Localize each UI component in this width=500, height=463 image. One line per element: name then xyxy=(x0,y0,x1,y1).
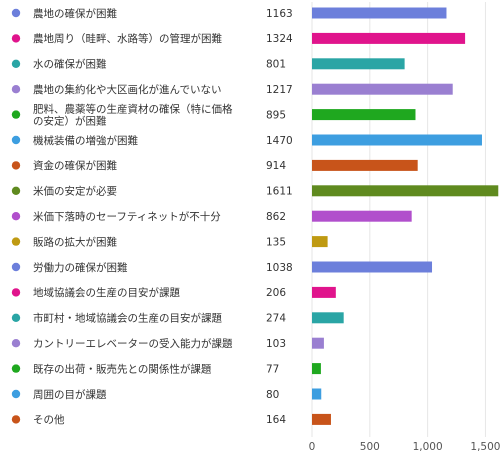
legend-marker xyxy=(11,288,21,297)
bar xyxy=(312,210,412,222)
category-label: カントリーエレベーターの受入能力が課題 xyxy=(33,337,233,350)
bar xyxy=(312,413,331,425)
legend-marker xyxy=(11,237,21,246)
chart-row: 周囲の目が課題 80 xyxy=(11,388,322,401)
value-label: 164 xyxy=(266,414,286,426)
x-tick-label: 500 xyxy=(360,441,380,453)
legend-marker xyxy=(11,186,21,195)
category-label: 労働力の確保が困難 xyxy=(33,261,128,274)
category-label: 資金の確保が困難 xyxy=(33,159,117,172)
value-label: 801 xyxy=(266,59,286,71)
legend-marker xyxy=(11,59,21,68)
category-label: 市町村・地域協議会の生産の目安が課題 xyxy=(33,312,222,325)
value-label: 895 xyxy=(266,109,286,121)
bar xyxy=(312,134,482,146)
bar xyxy=(312,312,344,324)
legend-marker xyxy=(11,8,21,18)
legend-marker xyxy=(11,364,21,373)
legend-marker xyxy=(11,212,21,221)
value-label: 274 xyxy=(266,313,286,325)
bar xyxy=(312,7,447,19)
legend-marker xyxy=(11,110,21,119)
rows-layer: 農地の確保が困難 1163 農地周り（畦畔、水路等）の管理が困難 1324 水の確保が困… xyxy=(11,7,499,426)
category-label: 機械装備の増強が困難 xyxy=(33,134,138,147)
value-label: 135 xyxy=(266,236,286,248)
value-label: 77 xyxy=(266,363,279,375)
category-label: 販路の拡大が困難 xyxy=(33,235,117,248)
bar xyxy=(312,261,433,273)
bar xyxy=(312,286,336,298)
chart-row: 農地周り（畦畔、水路等）の管理が困難 1324 xyxy=(11,32,466,45)
category-label: 農地の確保が困難 xyxy=(33,7,117,20)
value-label: 914 xyxy=(266,160,286,172)
legend-marker xyxy=(11,389,21,399)
bar xyxy=(312,236,328,248)
chart-row: 資金の確保が困難 914 xyxy=(11,159,418,172)
category-label: その他 xyxy=(33,413,65,426)
legend-marker xyxy=(11,339,21,348)
category-label: 肥料、農薬等の生産資材の確保（特に価格 xyxy=(33,102,233,115)
category-label: 地域協議会の生産の目安が課題 xyxy=(33,286,180,299)
chart-row: 農地の集約化や大区画化が進んでいない 1217 xyxy=(11,83,453,96)
category-label: 米価下落時のセーフティネットが不十分 xyxy=(33,210,221,223)
value-label: 1470 xyxy=(266,135,293,147)
bar xyxy=(312,363,321,375)
chart-row: カントリーエレベーターの受入能力が課題 103 xyxy=(11,337,324,350)
bar xyxy=(312,58,405,70)
value-label: 80 xyxy=(266,389,279,401)
bar xyxy=(312,83,453,95)
chart-row: 既存の出荷・販売先との関係性が課題 77 xyxy=(11,362,321,375)
value-label: 1324 xyxy=(266,33,293,45)
bar xyxy=(312,109,416,121)
value-label: 1038 xyxy=(266,262,293,274)
legend-marker xyxy=(11,85,21,94)
chart-row: その他 164 xyxy=(11,413,331,426)
legend-marker xyxy=(11,262,21,272)
chart-row: 農地の確保が困難 1163 xyxy=(11,7,447,20)
legend-marker xyxy=(11,161,21,170)
bar xyxy=(312,185,499,197)
x-tick-label: 1,000 xyxy=(413,441,443,453)
category-label: 農地周り（畦畔、水路等）の管理が困難 xyxy=(33,32,222,45)
value-label: 206 xyxy=(266,287,286,299)
category-label: の安定）が困難 xyxy=(33,114,107,127)
category-label: 周囲の目が課題 xyxy=(33,388,107,401)
category-label: 既存の出荷・販売先との関係性が課題 xyxy=(33,362,212,375)
chart-row: 米価の安定が必要 1611 xyxy=(11,185,499,198)
chart-row: 販路の拡大が困難 135 xyxy=(11,235,328,248)
legend-marker xyxy=(11,34,21,43)
value-label: 1163 xyxy=(266,8,293,20)
x-axis: 0 500 1,000 1,500 xyxy=(309,441,500,453)
chart-row: 機械装備の増強が困難 1470 xyxy=(11,134,482,147)
bar xyxy=(312,388,322,400)
chart-row: 米価下落時のセーフティネットが不十分 862 xyxy=(11,210,412,223)
category-label: 水の確保が困難 xyxy=(33,58,107,71)
bar xyxy=(312,337,324,349)
chart-row: 市町村・地域協議会の生産の目安が課題 274 xyxy=(11,312,344,325)
legend-marker xyxy=(11,135,21,145)
value-label: 1217 xyxy=(266,84,293,96)
value-label: 1611 xyxy=(266,186,293,198)
legend-marker xyxy=(11,415,21,424)
legend-marker xyxy=(11,313,21,322)
chart-row: 水の確保が困難 801 xyxy=(11,58,405,71)
bar xyxy=(312,159,418,171)
x-tick-label: 0 xyxy=(309,441,316,453)
chart-row: 労働力の確保が困難 1038 xyxy=(11,261,433,274)
value-label: 103 xyxy=(266,338,286,350)
chart-row: 地域協議会の生産の目安が課題 206 xyxy=(11,286,336,299)
category-label: 農地の集約化や大区画化が進んでいない xyxy=(33,83,221,96)
x-tick-label: 1,500 xyxy=(470,441,500,453)
bar xyxy=(312,32,466,44)
value-label: 862 xyxy=(266,211,286,223)
category-label: 米価の安定が必要 xyxy=(33,185,117,198)
